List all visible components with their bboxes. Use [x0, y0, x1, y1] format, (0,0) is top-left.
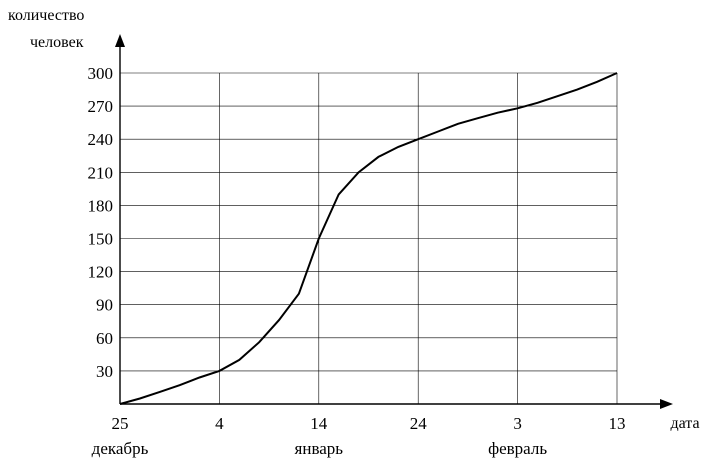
x-tick-label: 25	[112, 414, 129, 433]
x-axis-arrow	[660, 399, 673, 409]
grid	[120, 72, 618, 404]
y-tick-label: 150	[88, 230, 114, 249]
series-line	[119, 72, 618, 405]
y-tick-label: 270	[88, 97, 114, 116]
x-tick-label: 13	[609, 414, 626, 433]
y-tick-label: 180	[88, 196, 114, 215]
x-tick-label: 3	[513, 414, 522, 433]
y-axis-label-line-1: количество	[8, 7, 84, 24]
y-axis-label-line-2: человек	[30, 34, 84, 51]
month-label: январь	[295, 439, 344, 458]
series	[119, 72, 618, 405]
x-tick-label: 4	[215, 414, 224, 433]
y-axis-arrow	[115, 34, 125, 47]
labels: 30 60 90 120 150 180 210 240 270 300 25 4 14 24 3 13 дек…	[8, 7, 700, 458]
y-tick-label: 240	[88, 130, 114, 149]
x-axis-label: дата	[670, 415, 699, 432]
y-tick-label: 300	[88, 64, 114, 83]
y-tick-label: 90	[96, 296, 113, 315]
month-label: декабрь	[92, 439, 149, 458]
y-tick-label: 120	[88, 263, 114, 282]
axes	[115, 34, 673, 409]
month-label: февраль	[488, 439, 547, 458]
y-tick-label: 30	[96, 362, 113, 381]
y-tick-label: 60	[96, 329, 113, 348]
x-tick-label: 24	[410, 414, 428, 433]
y-tick-label: 210	[88, 163, 114, 182]
x-tick-label: 14	[310, 414, 328, 433]
